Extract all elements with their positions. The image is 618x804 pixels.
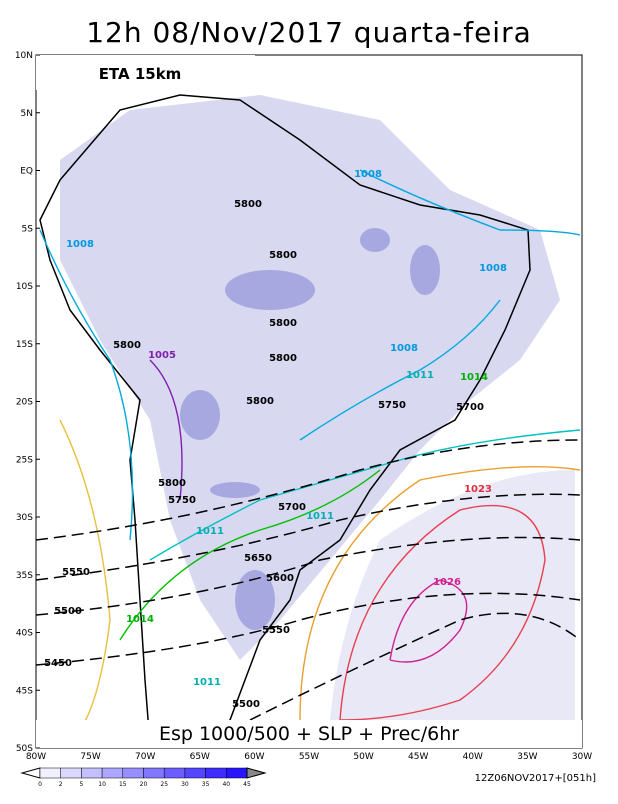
thickness-label: 5800 bbox=[269, 353, 297, 364]
thickness-label: 5800 bbox=[158, 478, 186, 489]
lon-label: 50W bbox=[353, 752, 373, 762]
colorbar-label: 2 bbox=[59, 781, 63, 788]
lat-label: 5S bbox=[22, 224, 34, 234]
colorbar-label: 25 bbox=[160, 781, 168, 788]
lat-label: 40S bbox=[16, 629, 33, 639]
thickness-label: 5650 bbox=[244, 553, 272, 564]
pressure-label: 1011 bbox=[193, 677, 221, 688]
pressure-label: 1008 bbox=[66, 239, 94, 250]
lon-label: 55W bbox=[299, 752, 319, 762]
colorbar-cell bbox=[205, 767, 227, 779]
caption-box bbox=[36, 720, 582, 748]
pressure-label: 1014 bbox=[460, 372, 488, 383]
thickness-label: 5750 bbox=[378, 400, 406, 411]
lat-label: EQ bbox=[20, 167, 33, 177]
continent-outline bbox=[39, 94, 531, 746]
pressure-label: 1008 bbox=[479, 263, 507, 274]
pressure-label: 1023 bbox=[464, 484, 492, 495]
precip-heavy bbox=[180, 228, 440, 630]
lon-label: 80W bbox=[26, 752, 46, 762]
thickness-dashed bbox=[35, 439, 581, 721]
colorbar-cell bbox=[143, 767, 165, 779]
colorbar-end bbox=[20, 767, 41, 779]
thickness-label: 5800 bbox=[113, 340, 141, 351]
colorbar-label: 5 bbox=[79, 781, 83, 788]
colorbar-cell bbox=[184, 767, 206, 779]
lat-label: 50S bbox=[16, 744, 33, 754]
lon-label: 30W bbox=[572, 752, 592, 762]
pressure-label: 1014 bbox=[126, 614, 154, 625]
thickness-label: 5700 bbox=[456, 402, 484, 413]
colorbar-cell bbox=[39, 767, 61, 779]
colorbar-label: 30 bbox=[181, 781, 189, 788]
thickness-label: 5700 bbox=[278, 502, 306, 513]
lat-label: 10S bbox=[16, 282, 33, 292]
colorbar-cell bbox=[81, 767, 103, 779]
thickness-label: 5800 bbox=[269, 318, 297, 329]
lat-label: 10N bbox=[15, 51, 33, 61]
colorbar-label: 45 bbox=[243, 781, 251, 788]
colorbar-cell bbox=[101, 767, 124, 779]
lon-label: 65W bbox=[190, 752, 210, 762]
pressure-label: 1026 bbox=[433, 577, 461, 588]
colorbar-end bbox=[246, 767, 267, 779]
pressure-label: 1008 bbox=[354, 169, 382, 180]
model-label-box bbox=[36, 55, 255, 90]
lat-label: 25S bbox=[16, 455, 33, 465]
lon-label: 35W bbox=[517, 752, 537, 762]
colorbar-label: 10 bbox=[98, 781, 106, 788]
thickness-label: 5600 bbox=[266, 573, 294, 584]
isobars bbox=[39, 169, 581, 731]
lat-label: 45S bbox=[16, 686, 33, 696]
lat-label: 5N bbox=[21, 109, 33, 119]
colorbar-label: 40 bbox=[222, 781, 230, 788]
thickness-label: 5550 bbox=[262, 625, 290, 636]
lat-label: 35S bbox=[16, 571, 33, 581]
colorbar-cell bbox=[122, 767, 144, 779]
colorbar-label: 0 bbox=[38, 781, 42, 788]
colorbar-label: 20 bbox=[140, 781, 148, 788]
thickness-label: 5800 bbox=[234, 199, 262, 210]
thickness-label: 5750 bbox=[168, 495, 196, 506]
pressure-label: 1005 bbox=[148, 350, 176, 361]
lon-label: 45W bbox=[408, 752, 428, 762]
pressure-label: 1008 bbox=[390, 343, 418, 354]
thickness-label: 5450 bbox=[44, 658, 72, 669]
colorbar-cell bbox=[60, 767, 82, 779]
pressure-label: 1011 bbox=[406, 370, 434, 381]
thickness-label: 5500 bbox=[232, 699, 260, 710]
colorbar-cell bbox=[226, 767, 248, 779]
lon-label: 40W bbox=[463, 752, 483, 762]
colorbar-label: 15 bbox=[119, 781, 127, 788]
map-caption: Esp 1000/500 + SLP + Prec/6hr bbox=[159, 723, 459, 745]
lon-label: 75W bbox=[80, 752, 100, 762]
colorbar-label: 35 bbox=[202, 781, 210, 788]
pressure-label: 1011 bbox=[196, 526, 224, 537]
thickness-label: 5800 bbox=[246, 396, 274, 407]
thickness-label: 5500 bbox=[54, 606, 82, 617]
lon-label: 60W bbox=[244, 752, 264, 762]
map-title: 12h 08/Nov/2017 quarta-feira bbox=[86, 16, 532, 49]
thickness-label: 5550 bbox=[62, 567, 90, 578]
lat-label: 15S bbox=[16, 340, 33, 350]
colorbar-cell bbox=[163, 767, 186, 779]
model-label: ETA 15km bbox=[99, 65, 182, 83]
lon-label: 70W bbox=[135, 752, 155, 762]
lat-label: 30S bbox=[16, 513, 33, 523]
thickness-label: 5800 bbox=[269, 250, 297, 261]
lat-label: 20S bbox=[16, 398, 33, 408]
pressure-label: 1011 bbox=[306, 511, 334, 522]
timestamp: 12Z06NOV2017+[051h] bbox=[475, 773, 596, 784]
